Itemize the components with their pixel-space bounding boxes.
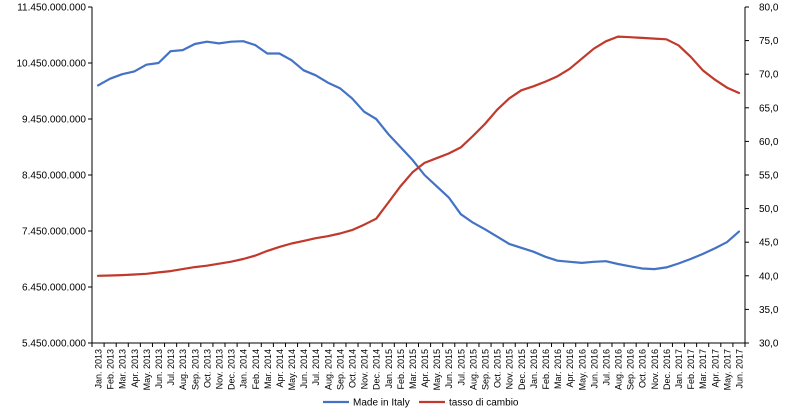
x-tick-label: Aug. 2016 (614, 349, 624, 390)
y-right-tick-label: 35,0 (759, 305, 779, 316)
x-tick-label: Sep. 2015 (481, 349, 491, 390)
x-tick-label: Mar. 2016 (553, 349, 563, 389)
x-tick-label: Oct. 2015 (493, 349, 503, 388)
x-tick-label: May. 2016 (577, 349, 587, 390)
x-tick-label: Aug. 2015 (468, 349, 478, 390)
x-tick-label: Feb. 2015 (396, 349, 406, 390)
x-tick-label: Sep. 2016 (626, 349, 636, 390)
legend-label: tasso di cambio (449, 398, 519, 409)
x-tick-label: Dec. 2014 (372, 349, 382, 390)
x-tick-label: Nov. 2015 (505, 349, 515, 389)
x-tick-label: Jun. 2013 (154, 349, 164, 389)
y-left-tick-label: 5.450.000.000 (22, 339, 86, 350)
legend-label: Made in Italy (353, 398, 410, 409)
x-tick-label: Jan. 2014 (239, 349, 249, 389)
x-tick-label: Mar. 2014 (263, 349, 273, 389)
y-right-tick-label: 50,0 (759, 204, 779, 215)
x-tick-label: Dec. 2015 (517, 349, 527, 390)
x-tick-label: Oct. 2014 (347, 349, 357, 388)
y-right-tick-label: 80,0 (759, 3, 779, 14)
x-tick-label: Feb. 2016 (541, 349, 551, 390)
series-line-tasso-di-cambio (96, 35, 741, 277)
y-right-tick-label: 30,0 (759, 339, 779, 350)
x-tick-label: Mar. 2017 (698, 349, 708, 389)
x-tick-label: Jan. 2015 (384, 349, 394, 389)
x-tick-label: Aug. 2014 (323, 349, 333, 390)
x-tick-label: Oct. 2013 (202, 349, 212, 388)
x-tick-label: May. 2014 (287, 349, 297, 390)
x-tick-label: Jan. 2017 (674, 349, 684, 389)
x-tick-label: Sep. 2014 (335, 349, 345, 390)
x-tick-label: Jul. 2013 (166, 349, 176, 386)
y-right-tick-label: 70,0 (759, 70, 779, 81)
axes: 5.450.000.000 6.450.000.000 7.450.000.000 8… (16, 3, 778, 391)
y-left-tick-label: 7.450.000.000 (22, 227, 86, 238)
y-left-tick-label: 10.450.000.000 (16, 59, 86, 70)
x-tick-label: Mar. 2015 (408, 349, 418, 389)
y-right-tick-label: 75,0 (759, 36, 779, 47)
series-line-made-in-italy (96, 40, 741, 271)
x-tick-label: Dec. 2013 (227, 349, 237, 390)
x-tick-label: Nov. 2016 (650, 349, 660, 389)
x-tick-label: Feb. 2013 (106, 349, 116, 390)
x-tick-label: Jun. 2017 (734, 349, 744, 389)
x-tick-label: Nov. 2014 (360, 349, 370, 389)
x-tick-label: Dec. 2016 (662, 349, 672, 390)
x-tick-label: Jul. 2015 (456, 349, 466, 386)
x-tick-label: Jan. 2013 (94, 349, 104, 389)
series-lines (96, 35, 741, 277)
x-tick-label: Oct. 2016 (638, 349, 648, 388)
y-left-tick-label: 11.450.000.000 (17, 3, 86, 14)
y-right-tick-label: 45,0 (759, 238, 779, 249)
x-tick-label: Apr. 2016 (565, 349, 575, 388)
y-left-tick-label: 8.450.000.000 (22, 171, 86, 182)
x-tick-label: Jun. 2014 (299, 349, 309, 389)
x-tick-label: Jun. 2016 (589, 349, 599, 389)
x-tick-label: Aug. 2013 (178, 349, 188, 390)
y-left-tick-label: 6.450.000.000 (22, 283, 86, 294)
x-tick-label: Apr. 2014 (275, 349, 285, 388)
y-right-tick-label: 60,0 (759, 137, 779, 148)
x-tick-label: Jan. 2016 (529, 349, 539, 389)
x-tick-label: Jun. 2015 (444, 349, 454, 389)
y-right-tick-label: 55,0 (759, 171, 779, 182)
y-right-tick-label: 65,0 (759, 103, 779, 114)
x-tick-label: Jul. 2014 (311, 349, 321, 386)
x-tick-label: May. 2015 (432, 349, 442, 390)
x-tick-label: Feb. 2017 (686, 349, 696, 390)
y-left-tick-label: 9.450.000.000 (22, 115, 86, 126)
x-tick-label: Sep. 2013 (190, 349, 200, 390)
x-tick-label: Apr. 2017 (710, 349, 720, 388)
x-tick-label: May. 2013 (142, 349, 152, 390)
x-tick-label: Mar. 2013 (118, 349, 128, 389)
x-tick-label: Apr. 2013 (130, 349, 140, 388)
x-tick-label: Apr. 2015 (420, 349, 430, 388)
x-tick-label: Nov. 2013 (214, 349, 224, 389)
x-tick-label: Feb. 2014 (251, 349, 261, 390)
x-tick-label: Jul. 2016 (601, 349, 611, 386)
legend: Made in Italy tasso di cambio (323, 398, 519, 409)
x-tick-label: May. 2017 (722, 349, 732, 390)
y-right-tick-label: 40,0 (759, 271, 779, 282)
